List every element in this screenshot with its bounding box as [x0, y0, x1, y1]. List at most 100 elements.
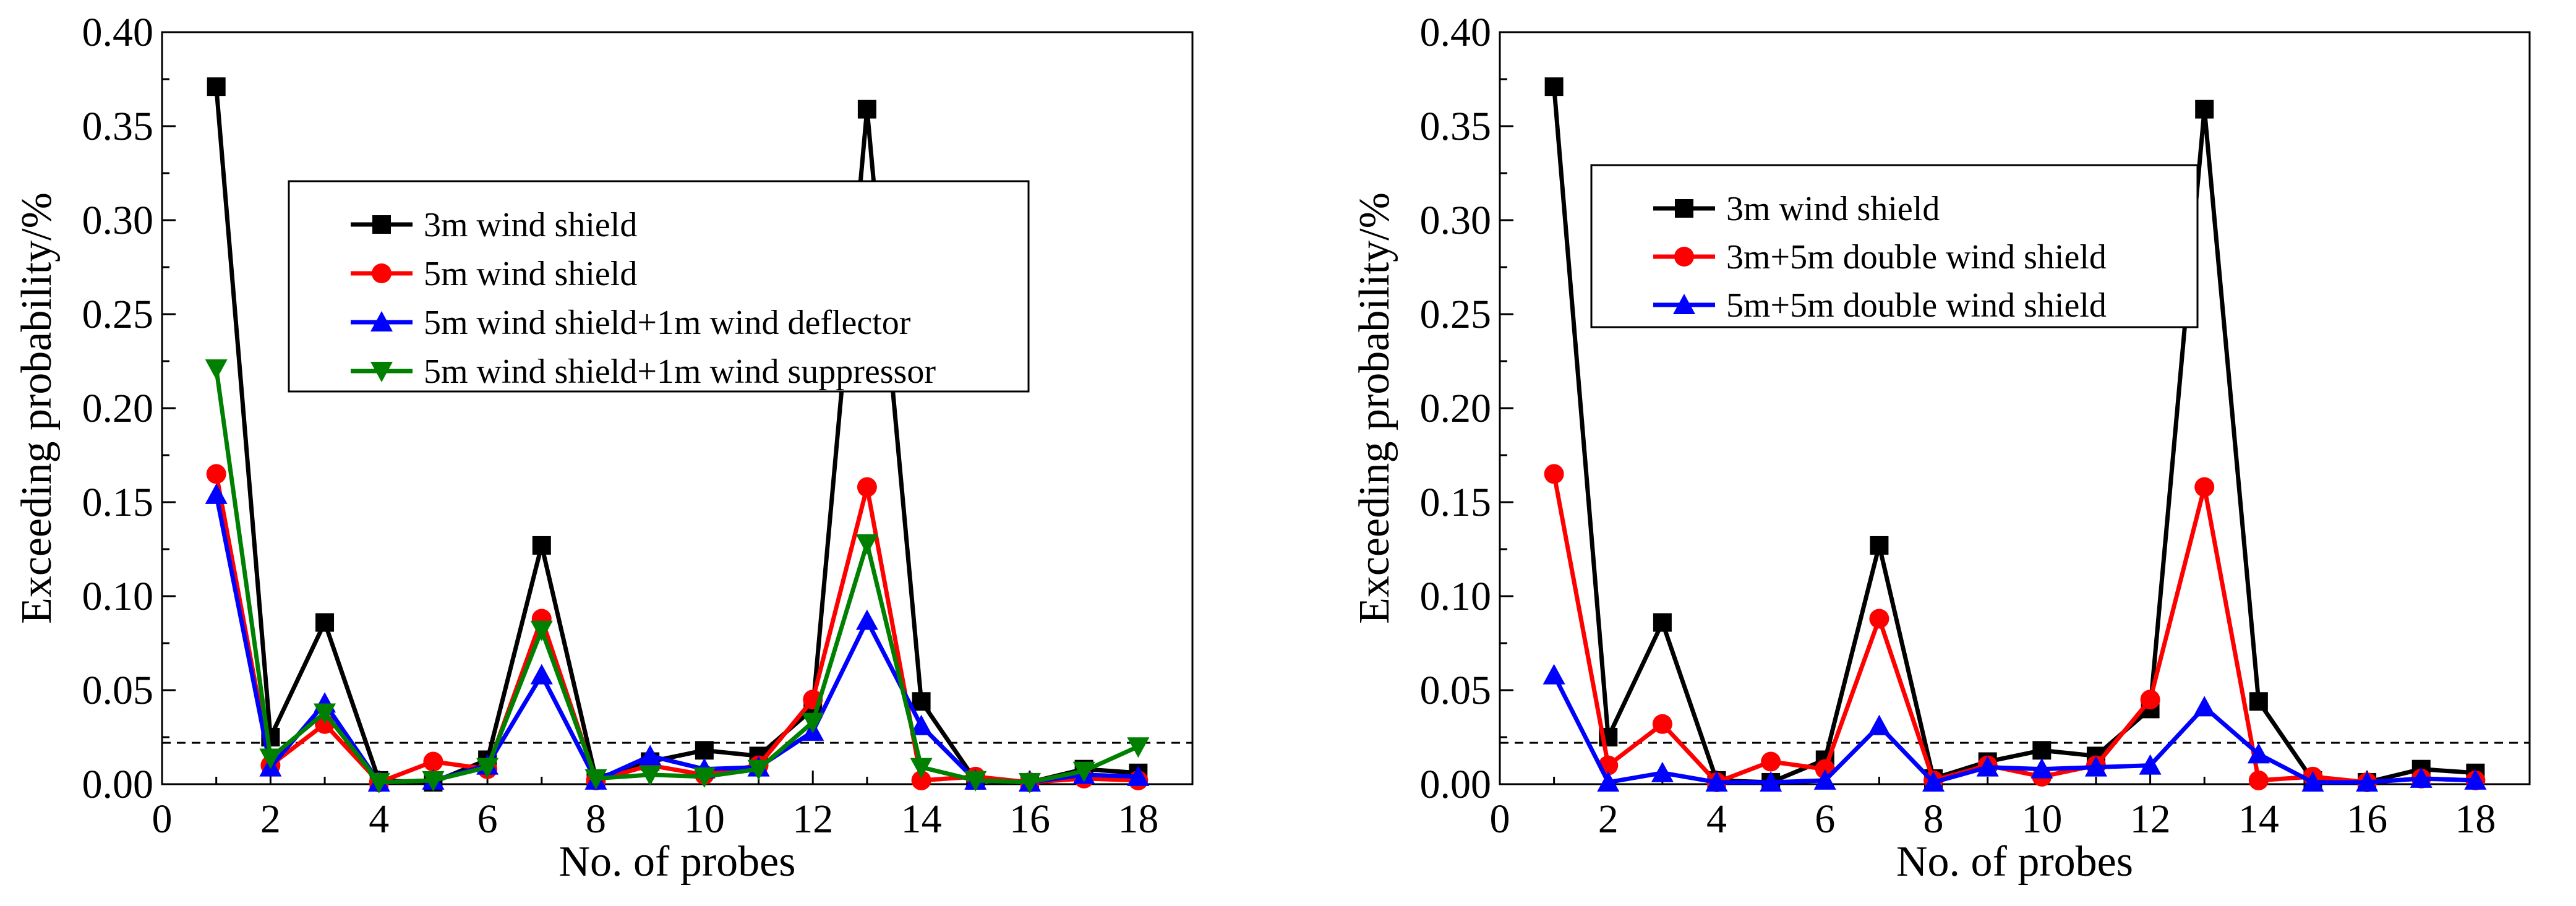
y-tick-label: 0.35 — [82, 104, 154, 149]
y-axis-title: Exceeding probability/% — [1351, 192, 1398, 624]
data-point — [2249, 692, 2268, 711]
data-point — [2139, 754, 2162, 775]
x-tick-label: 16 — [1009, 797, 1050, 842]
data-point — [1761, 751, 1781, 772]
data-point — [1544, 464, 1564, 484]
legend: 3m wind shield 5m wind shield 5m wind shie… — [288, 180, 1030, 393]
data-point — [2030, 758, 2053, 779]
x-tick-label: 2 — [260, 797, 281, 842]
y-tick-label: 0.40 — [82, 10, 154, 55]
data-point — [1127, 737, 1150, 758]
data-point — [1597, 771, 1620, 792]
series-line — [214, 494, 1139, 785]
data-point — [1760, 771, 1782, 792]
data-point — [1072, 761, 1095, 782]
data-point — [911, 770, 931, 790]
data-point — [857, 477, 877, 497]
y-tick-label: 0.20 — [82, 386, 154, 431]
data-point — [1813, 769, 1836, 790]
y-tick-label: 0.00 — [82, 762, 154, 807]
data-point — [422, 771, 445, 792]
x-axis-title: No. of probes — [1896, 838, 2133, 886]
x-tick-label: 18 — [2455, 797, 2496, 842]
data-point — [2410, 767, 2433, 788]
data-point — [1127, 765, 1150, 786]
series-line — [214, 473, 1139, 785]
x-tick-label: 14 — [901, 797, 942, 842]
data-point — [1018, 772, 1041, 793]
data-point — [1922, 771, 1945, 792]
y-tick-label: 0.05 — [1420, 668, 1492, 713]
data-point — [207, 77, 226, 96]
legend-marker — [370, 311, 393, 331]
legend-label: 5m wind shield+1m wind suppressor — [424, 353, 936, 391]
x-tick-label: 8 — [586, 797, 606, 842]
legend-marker — [372, 215, 391, 234]
x-tick-label: 4 — [1706, 797, 1727, 842]
data-point — [639, 765, 662, 786]
y-tick-label: 0.15 — [1420, 480, 1492, 525]
y-tick-label: 0.05 — [82, 668, 154, 713]
x-tick-label: 6 — [477, 797, 498, 842]
x-axis-title: No. of probes — [559, 838, 796, 886]
y-tick-label: 0.25 — [1420, 292, 1492, 337]
data-point — [2247, 743, 2270, 764]
data-point — [1544, 77, 1564, 96]
data-point — [2084, 756, 2107, 777]
legend-label: 5m wind shield+1m wind deflector — [424, 304, 911, 342]
data-point — [2464, 769, 2487, 790]
data-point — [1652, 714, 1672, 734]
data-point — [584, 769, 607, 790]
data-point — [802, 712, 824, 733]
legend-box — [1590, 164, 2199, 328]
y-tick-label: 0.25 — [82, 292, 154, 337]
y-axis-title: Exceeding probability/% — [13, 192, 61, 624]
data-point — [1705, 771, 1728, 792]
data-point — [314, 703, 336, 724]
data-point — [259, 748, 282, 769]
y-tick-label: 0.40 — [1420, 10, 1492, 55]
series-line — [1552, 674, 2476, 785]
x-tick-label: 16 — [2347, 797, 2387, 842]
data-point — [1869, 609, 1889, 629]
data-point — [855, 534, 878, 555]
y-tick-label: 0.35 — [1420, 104, 1492, 149]
data-point — [2194, 477, 2215, 497]
data-point — [857, 100, 876, 119]
series-3 — [1543, 664, 2487, 792]
legend-label: 3m wind shield — [1726, 190, 1940, 228]
legend-label: 5m wind shield — [424, 255, 637, 293]
data-point — [1870, 536, 1889, 555]
data-point — [964, 771, 987, 792]
series-line — [214, 368, 1139, 785]
x-tick-label: 12 — [792, 797, 833, 842]
data-point — [2356, 771, 2379, 792]
data-point — [2193, 696, 2216, 717]
x-tick-label: 4 — [369, 797, 389, 842]
data-point — [1868, 714, 1891, 735]
x-tick-label: 14 — [2238, 797, 2279, 842]
data-point — [206, 464, 226, 484]
data-point — [1543, 664, 1565, 685]
y-tick-label: 0.15 — [82, 480, 154, 525]
y-tick-label: 0.20 — [1420, 386, 1492, 431]
x-tick-label: 0 — [1490, 797, 1510, 842]
legend-marker — [370, 362, 393, 382]
x-tick-label: 6 — [1815, 797, 1835, 842]
plot-frame — [1499, 31, 2531, 785]
chart-panel-1: 0 2 4 6 8 10 12 14 16 18 0.00 0.05 0.10 0.15 0.20 0.25 0… — [13, 10, 1194, 886]
chart-panel-2: 0 2 4 6 8 10 12 14 16 18 0.00 0.05 0.10 0.15 0.20 0.25 0… — [1351, 10, 2531, 886]
data-point — [695, 741, 714, 760]
data-point — [315, 613, 335, 632]
legend-label: 3m+5m double wind shield — [1726, 238, 2107, 276]
x-tick-label: 10 — [2021, 797, 2062, 842]
data-point — [530, 664, 553, 685]
data-point — [2248, 770, 2269, 790]
series-line — [1552, 473, 2476, 785]
data-point — [1976, 756, 1999, 777]
y-tick-label: 0.30 — [82, 198, 154, 243]
x-tick-label: 2 — [1598, 797, 1619, 842]
legend-marker — [1675, 199, 1693, 218]
legend-label: 3m wind shield — [424, 206, 637, 244]
y-tick-label: 0.10 — [82, 574, 154, 619]
